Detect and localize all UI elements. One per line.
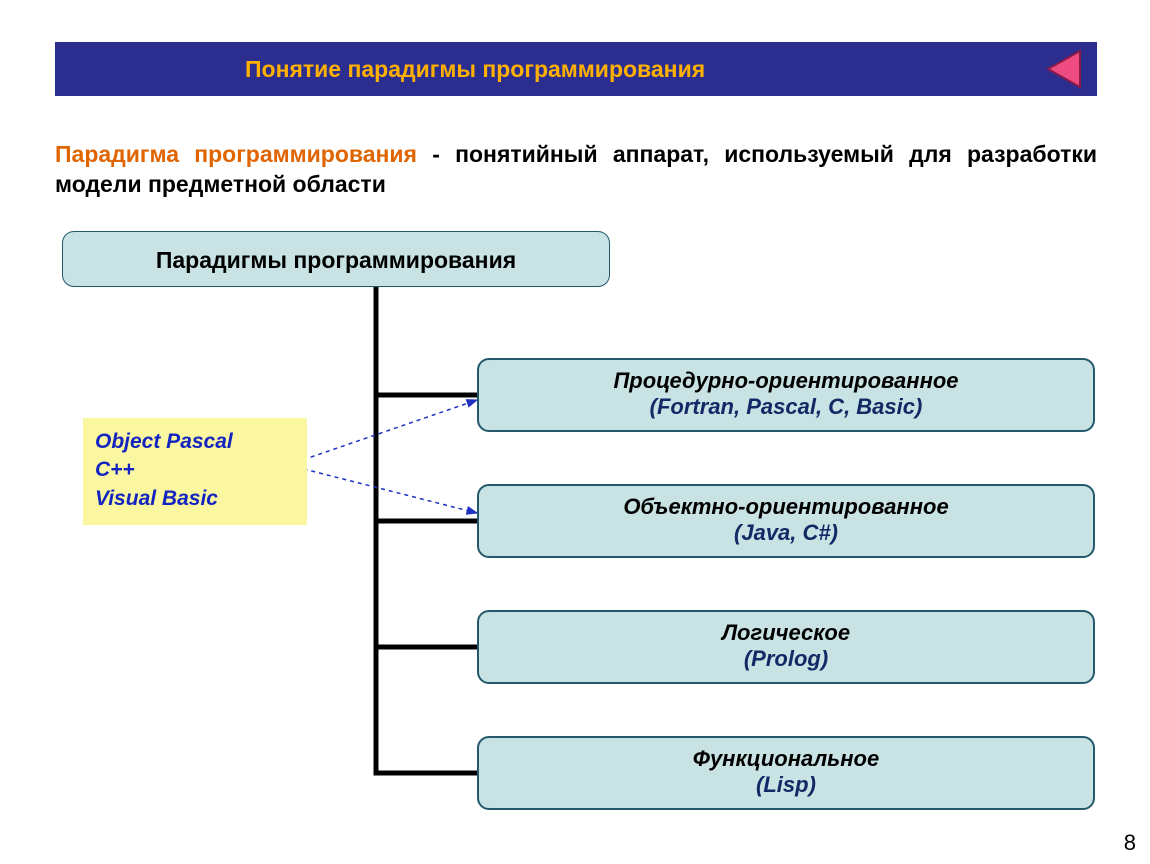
tree-leaf-node: Объектно-ориентированное(Java, C#) [477,484,1095,558]
nav-back-button[interactable] [1037,42,1091,96]
page-number: 8 [1124,830,1136,856]
tree-leaf-subtitle: (Prolog) [489,646,1083,672]
tree-leaf-subtitle: (Lisp) [489,772,1083,798]
tree-leaf-node: Логическое(Prolog) [477,610,1095,684]
annotation-line: C++ [95,456,295,484]
header-title: Понятие парадигмы программирования [245,56,705,83]
header-bar: Понятие парадигмы программирования [55,42,1097,96]
intro-paragraph: Парадигма программирования - понятийный … [55,140,1097,200]
tree-leaf-subtitle: (Java, C#) [489,520,1083,546]
tree-leaf-title: Процедурно-ориентированное [489,368,1083,394]
tree-leaf-title: Объектно-ориентированное [489,494,1083,520]
tree-leaf-node: Функциональное(Lisp) [477,736,1095,810]
tree-leaf-title: Логическое [489,620,1083,646]
triangle-left-icon [1042,47,1086,91]
tree-leaf-title: Функциональное [489,746,1083,772]
tree-leaf-subtitle: (Fortran, Pascal, C, Basic) [489,394,1083,420]
slide: Понятие парадигмы программирования Парад… [0,0,1150,864]
tree-root-node: Парадигмы программирования [62,231,610,287]
tree-leaf-node: Процедурно-ориентированное(Fortran, Pasc… [477,358,1095,432]
annotation-line: Object Pascal [95,428,295,456]
annotation-note: Object PascalC++Visual Basic [83,418,307,525]
annotation-line: Visual Basic [95,485,295,513]
intro-term: Парадигма программирования [55,141,417,167]
